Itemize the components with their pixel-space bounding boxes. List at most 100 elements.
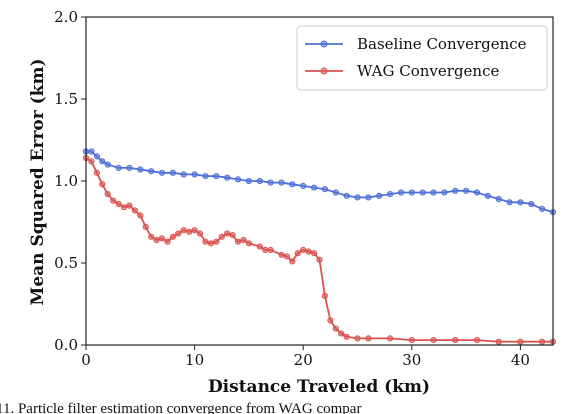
data-point: [224, 174, 231, 181]
data-point: [289, 258, 296, 265]
data-point: [99, 158, 106, 165]
plot-area: [82, 148, 557, 345]
data-point: [289, 181, 296, 188]
data-point: [300, 182, 307, 189]
series-0: [82, 148, 557, 216]
data-point: [327, 317, 334, 324]
data-point: [218, 233, 225, 240]
series-line: [85, 157, 553, 343]
x-axis-label: Distance Traveled (km): [208, 377, 430, 397]
data-point: [256, 243, 263, 250]
series-1: [82, 154, 557, 345]
data-point: [452, 337, 459, 344]
data-point: [256, 177, 263, 185]
data-point: [397, 189, 405, 196]
data-point: [191, 227, 198, 234]
data-point: [528, 200, 535, 208]
data-point: [311, 250, 318, 257]
x-tick-label: 10: [185, 351, 204, 369]
legend-entry: Baseline Convergence: [305, 35, 527, 53]
data-point: [207, 240, 214, 247]
data-point: [245, 240, 252, 247]
data-point: [365, 194, 372, 201]
data-point: [180, 171, 187, 178]
data-point: [213, 238, 220, 245]
data-point: [419, 189, 426, 196]
legend-entry: WAG Convergence: [305, 62, 499, 80]
data-point: [148, 168, 155, 175]
legend-label: Baseline Convergence: [357, 35, 527, 53]
legend-box: [296, 25, 548, 91]
data-point: [267, 179, 274, 186]
x-tick-label: 0: [81, 351, 91, 369]
legend: Baseline Convergence WAG Convergence: [296, 25, 548, 91]
data-point: [131, 207, 138, 214]
data-point: [332, 325, 339, 332]
data-point: [137, 166, 144, 173]
data-point: [234, 176, 242, 183]
data-point: [506, 199, 513, 206]
data-point: [142, 223, 149, 230]
data-point: [180, 227, 187, 234]
y-tick-label: 0.0: [54, 336, 78, 354]
axes: 0 10 20 30 40 0.0 0.5 1.0 1.5 2.0: [54, 8, 554, 369]
data-point: [294, 250, 301, 257]
data-point: [430, 189, 437, 196]
y-tick-label: 1.5: [54, 90, 78, 108]
data-point: [267, 246, 274, 253]
data-point: [262, 246, 269, 253]
x-tick-label: 30: [402, 351, 421, 369]
data-point: [191, 171, 198, 178]
data-point: [539, 205, 546, 212]
data-point: [376, 192, 383, 199]
data-point: [343, 192, 350, 199]
legend-label: WAG Convergence: [357, 62, 499, 80]
data-point: [430, 337, 437, 344]
data-point: [517, 199, 524, 206]
data-point: [120, 204, 128, 211]
data-point: [158, 235, 166, 242]
data-point: [473, 189, 481, 196]
data-point: [196, 230, 204, 237]
data-point: [202, 238, 209, 245]
data-point: [305, 248, 312, 255]
data-point: [234, 238, 242, 245]
data-point: [175, 230, 182, 237]
y-tick-label: 2.0: [54, 8, 78, 26]
data-point: [387, 335, 394, 342]
data-point: [311, 184, 318, 191]
legend-swatch-marker: [320, 40, 328, 48]
data-point: [332, 189, 339, 196]
data-point: [343, 333, 350, 340]
data-point: [321, 292, 328, 299]
data-point: [153, 236, 160, 244]
data-point: [539, 338, 546, 345]
data-point: [452, 187, 459, 194]
data-point: [321, 186, 328, 193]
data-point: [338, 330, 345, 337]
x-tick-label: 40: [511, 351, 530, 369]
data-point: [126, 164, 133, 171]
data-point: [495, 338, 502, 345]
series-line: [86, 150, 554, 214]
data-point: [158, 169, 166, 176]
data-point: [104, 191, 111, 198]
data-point: [354, 335, 361, 342]
data-point: [517, 338, 524, 345]
data-point: [213, 173, 220, 180]
data-point: [484, 192, 491, 199]
data-point: [93, 169, 101, 176]
data-point: [126, 202, 133, 209]
data-point: [495, 195, 502, 203]
data-point: [408, 337, 415, 344]
data-point: [115, 200, 122, 208]
data-point: [186, 228, 193, 235]
data-point: [202, 173, 209, 180]
data-point: [93, 153, 101, 160]
data-point: [169, 169, 176, 176]
data-point: [245, 177, 252, 185]
data-point: [88, 148, 95, 155]
data-point: [110, 197, 117, 204]
data-point: [137, 212, 144, 219]
